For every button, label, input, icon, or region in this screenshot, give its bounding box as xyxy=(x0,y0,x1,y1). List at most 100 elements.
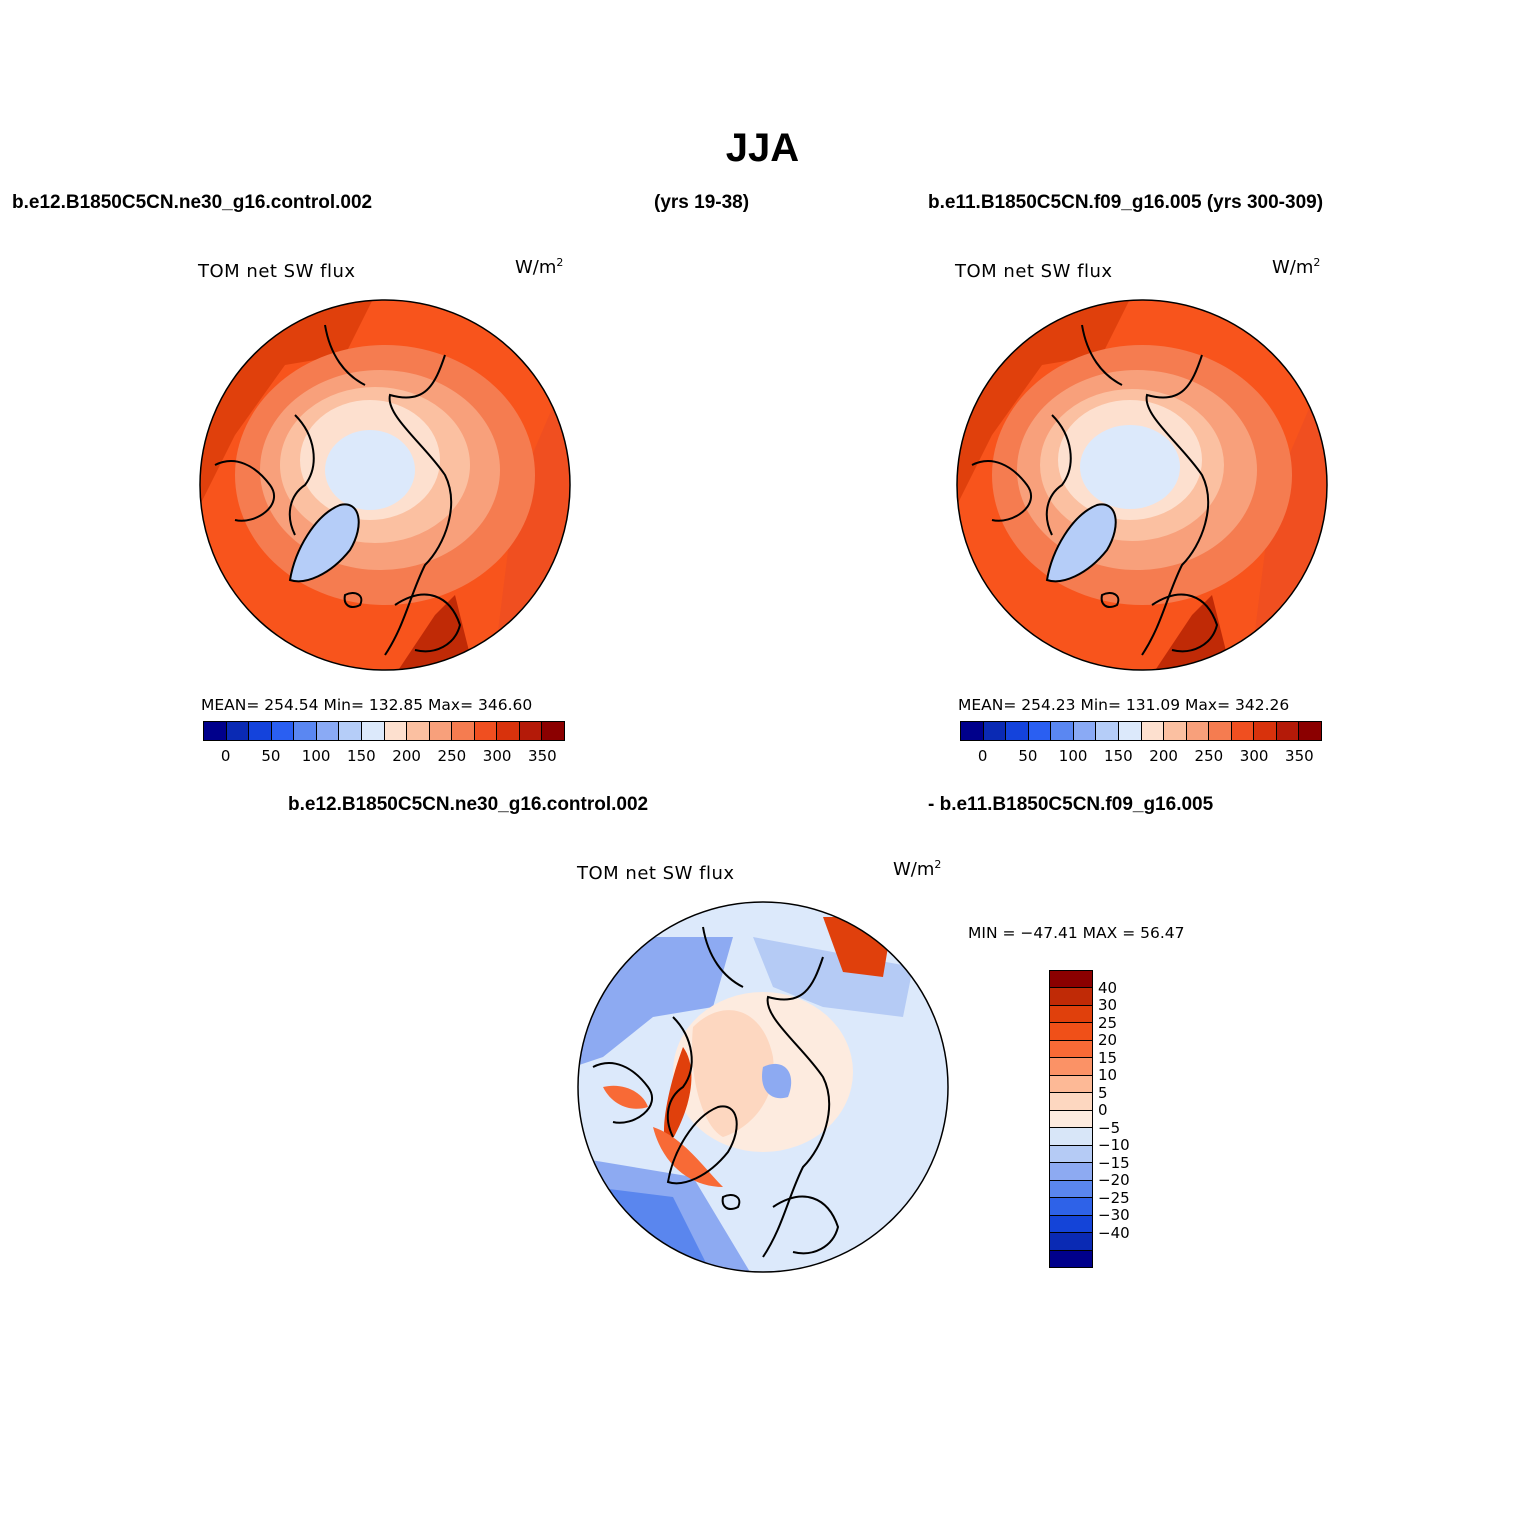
colorbar-tick-label: 150 xyxy=(1104,747,1133,765)
colorbar-tick-label: 350 xyxy=(1285,747,1314,765)
colorbar-swatch xyxy=(1050,1198,1092,1216)
colorbar-swatch xyxy=(519,722,543,740)
colorbar-tick-label: 100 xyxy=(1058,747,1088,765)
colorbar-swatch xyxy=(1050,1075,1092,1094)
colorbar-swatch xyxy=(474,722,498,740)
case1-label: b.e12.B1850C5CN.ne30_g16.control.002 xyxy=(12,192,373,213)
colorbar-swatch xyxy=(204,722,227,740)
colorbar-swatch xyxy=(429,722,453,740)
colorbar-swatch xyxy=(1276,722,1300,740)
diff-label-left: b.e12.B1850C5CN.ne30_g16.control.002 xyxy=(288,794,649,815)
colorbar-swatch xyxy=(1050,1005,1092,1024)
colorbar-tick-label: 0 xyxy=(220,747,231,765)
colorbar-swatch xyxy=(1050,1163,1092,1181)
panel2-colorbar-labels: 0 50 100 150 200 250 300 350 xyxy=(960,747,1322,767)
colorbar-swatch xyxy=(1050,1058,1092,1076)
colorbar-tick-label: −10 xyxy=(1098,1136,1130,1155)
panel2-title: TOM net SW flux xyxy=(955,261,1113,282)
panel2-colorbar xyxy=(960,721,1322,741)
colorbar-swatch xyxy=(1050,1093,1092,1111)
panel1-polar-map xyxy=(199,299,571,671)
colorbar-swatch xyxy=(339,722,362,740)
colorbar-swatch xyxy=(226,722,250,740)
colorbar-swatch xyxy=(542,722,564,740)
colorbar-swatch xyxy=(983,722,1007,740)
colorbar-swatch xyxy=(452,722,475,740)
panel3-difference-map xyxy=(577,901,949,1273)
colorbar-tick-label: 250 xyxy=(437,747,467,765)
panel2-units: W/m2 xyxy=(1272,256,1321,278)
colorbar-swatch xyxy=(497,722,520,740)
colorbar-swatch xyxy=(1050,988,1092,1006)
colorbar-swatch xyxy=(1050,1128,1092,1146)
colorbar-swatch xyxy=(1254,722,1277,740)
colorbar-swatch xyxy=(1050,1215,1092,1234)
colorbar-tick-label: 300 xyxy=(1239,747,1269,765)
colorbar-swatch xyxy=(361,722,385,740)
case2-label: b.e11.B1850C5CN.f09_g16.005 (yrs 300-309… xyxy=(928,192,1324,213)
diff-label-right: - b.e11.B1850C5CN.f09_g16.005 xyxy=(928,794,1214,815)
colorbar-tick-label: −20 xyxy=(1098,1171,1130,1190)
colorbar-tick-label: 50 xyxy=(1018,747,1038,765)
colorbar-swatch xyxy=(1051,722,1074,740)
colorbar-swatch xyxy=(1050,1145,1092,1164)
colorbar-swatch xyxy=(1050,1233,1092,1251)
colorbar-swatch xyxy=(271,722,295,740)
panel3-title: TOM net SW flux xyxy=(577,863,735,884)
colorbar-swatch xyxy=(1186,722,1210,740)
colorbar-tick-label: 200 xyxy=(1149,747,1178,765)
colorbar-swatch xyxy=(1006,722,1029,740)
colorbar-swatch xyxy=(294,722,317,740)
colorbar-swatch xyxy=(961,722,984,740)
panel1-colorbar xyxy=(203,721,565,741)
colorbar-tick-label: 10 xyxy=(1098,1066,1118,1085)
case1-years: (yrs 19-38) xyxy=(654,192,750,213)
colorbar-tick-label: 40 xyxy=(1098,978,1118,997)
colorbar-swatch xyxy=(1231,722,1255,740)
colorbar-swatch xyxy=(384,722,408,740)
colorbar-tick-label: −25 xyxy=(1098,1188,1130,1207)
panel1-units: W/m2 xyxy=(515,256,564,278)
colorbar-tick-label: 50 xyxy=(261,747,281,765)
colorbar-tick-label: 100 xyxy=(301,747,331,765)
colorbar-tick-label: −15 xyxy=(1098,1153,1130,1172)
colorbar-swatch xyxy=(1050,1250,1092,1267)
panel2-stats: MEAN= 254.23 Min= 131.09 Max= 342.26 xyxy=(958,696,1290,714)
colorbar-tick-label: −30 xyxy=(1098,1206,1130,1225)
colorbar-swatch xyxy=(1118,722,1142,740)
panel1-colorbar-labels: 0 50 100 150 200 250 300 350 xyxy=(203,747,565,767)
colorbar-swatch xyxy=(1050,1040,1092,1059)
colorbar-tick-label: 0 xyxy=(1098,1101,1108,1120)
colorbar-tick-label: −40 xyxy=(1098,1223,1130,1242)
colorbar-tick-label: 20 xyxy=(1098,1031,1118,1050)
panel3-stats: MIN = −47.41 MAX = 56.47 xyxy=(968,924,1185,942)
panel1-title: TOM net SW flux xyxy=(198,261,356,282)
colorbar-tick-label: 350 xyxy=(528,747,557,765)
colorbar-tick-label: −5 xyxy=(1098,1118,1121,1137)
diff-colorbar-labels: 40 30 25 20 15 10 5 0 −5 −10 −15 −20 −25 −30 −40 xyxy=(1098,970,1178,1268)
colorbar-swatch xyxy=(316,722,340,740)
colorbar-swatch xyxy=(1028,722,1052,740)
colorbar-tick-label: 5 xyxy=(1098,1083,1108,1102)
colorbar-swatch xyxy=(1141,722,1165,740)
panel2-polar-map xyxy=(956,299,1328,671)
diff-colorbar xyxy=(1049,970,1093,1268)
colorbar-swatch xyxy=(1299,722,1321,740)
colorbar-swatch xyxy=(1209,722,1232,740)
colorbar-tick-label: 0 xyxy=(977,747,988,765)
panel3-units: W/m2 xyxy=(893,858,942,880)
colorbar-tick-label: 30 xyxy=(1098,996,1118,1015)
figure-title: JJA xyxy=(725,126,800,170)
colorbar-swatch xyxy=(407,722,430,740)
colorbar-swatch xyxy=(1096,722,1119,740)
colorbar-swatch xyxy=(1073,722,1097,740)
colorbar-swatch xyxy=(1050,1023,1092,1041)
colorbar-swatch xyxy=(1050,1110,1092,1129)
colorbar-swatch xyxy=(1050,1180,1092,1199)
colorbar-tick-label: 25 xyxy=(1098,1013,1118,1032)
colorbar-tick-label: 150 xyxy=(347,747,376,765)
colorbar-swatch xyxy=(1050,971,1092,989)
panel1-stats: MEAN= 254.54 Min= 132.85 Max= 346.60 xyxy=(201,696,533,714)
colorbar-tick-label: 15 xyxy=(1098,1048,1118,1067)
colorbar-tick-label: 300 xyxy=(482,747,512,765)
